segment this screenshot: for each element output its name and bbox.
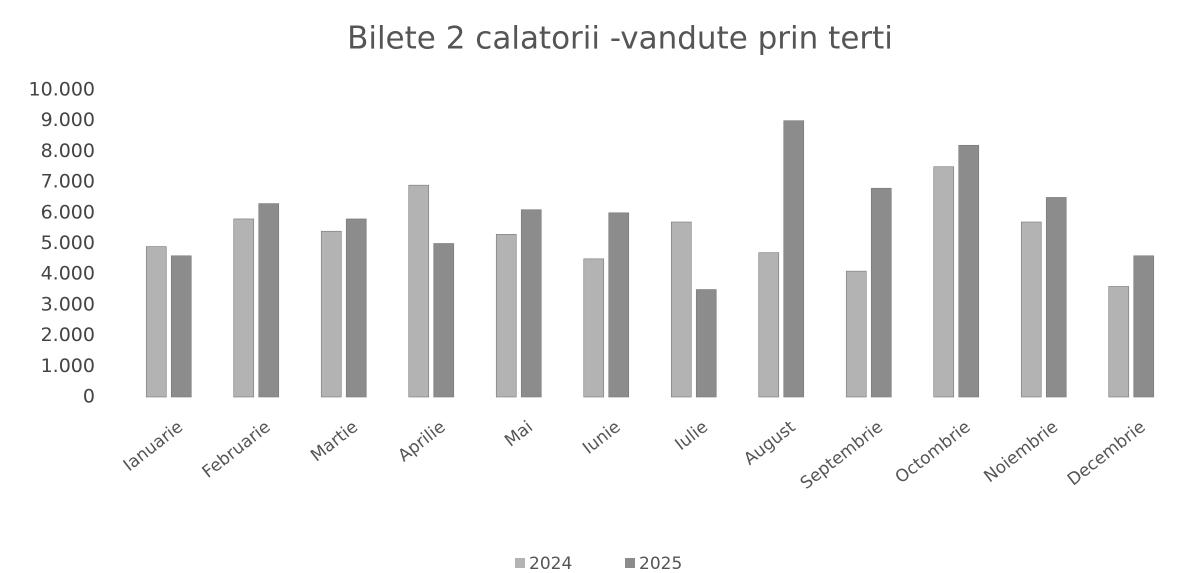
legend-swatch: [515, 558, 525, 568]
y-tick-label: 5.000: [41, 232, 95, 254]
x-tick-label: Martie: [307, 417, 362, 466]
bar: [1020, 221, 1042, 398]
x-tick-label: Iunie: [579, 417, 624, 458]
bar: [958, 144, 980, 398]
bar: [495, 233, 517, 398]
bar: [408, 184, 430, 398]
x-tick-label: Septembrie: [797, 417, 887, 494]
y-tick-label: 0: [83, 386, 95, 408]
y-tick-label: 10.000: [29, 79, 95, 101]
bar: [258, 203, 280, 398]
bar: [870, 187, 892, 398]
bar: [1108, 286, 1130, 398]
bar: [320, 230, 342, 398]
bar: [695, 289, 717, 398]
chart-title: Bilete 2 calatorii -vandute prin terti: [347, 21, 893, 57]
bar: [520, 209, 542, 398]
y-tick-label: 4.000: [41, 263, 95, 285]
x-tick-label: Iulie: [671, 417, 711, 455]
x-tick-label: August: [740, 417, 799, 470]
bar: [783, 120, 805, 398]
x-tick-label: Octombrie: [892, 417, 975, 488]
bar: [758, 252, 780, 398]
x-tick-label: Februarie: [199, 417, 275, 482]
x-tick-label: Ianuarie: [120, 417, 187, 476]
bar: [670, 221, 692, 398]
bar: [170, 255, 192, 398]
x-tick-label: Noiembrie: [980, 417, 1062, 487]
legend-label: 2024: [529, 554, 572, 573]
y-tick-label: 8.000: [41, 140, 95, 162]
bar: [1133, 255, 1155, 398]
x-tick-label: Aprilie: [395, 417, 450, 466]
y-tick-label: 2.000: [41, 324, 95, 346]
x-tick-label: Decembrie: [1064, 417, 1150, 490]
bar: [433, 243, 455, 398]
y-tick-label: 6.000: [41, 201, 95, 223]
bar: [608, 212, 630, 398]
bar: [845, 270, 867, 398]
y-tick-label: 9.000: [41, 109, 95, 131]
bar: [933, 166, 955, 398]
bar: [145, 246, 167, 398]
bar: [1045, 197, 1067, 398]
y-tick-label: 1.000: [41, 355, 95, 377]
legend-label: 2025: [639, 554, 682, 573]
bar: [345, 218, 367, 398]
bar: [583, 258, 605, 398]
legend-swatch: [625, 558, 635, 568]
bar: [233, 218, 255, 398]
x-tick-label: Mai: [501, 417, 537, 451]
y-tick-label: 3.000: [41, 293, 95, 315]
y-tick-label: 7.000: [41, 171, 95, 193]
